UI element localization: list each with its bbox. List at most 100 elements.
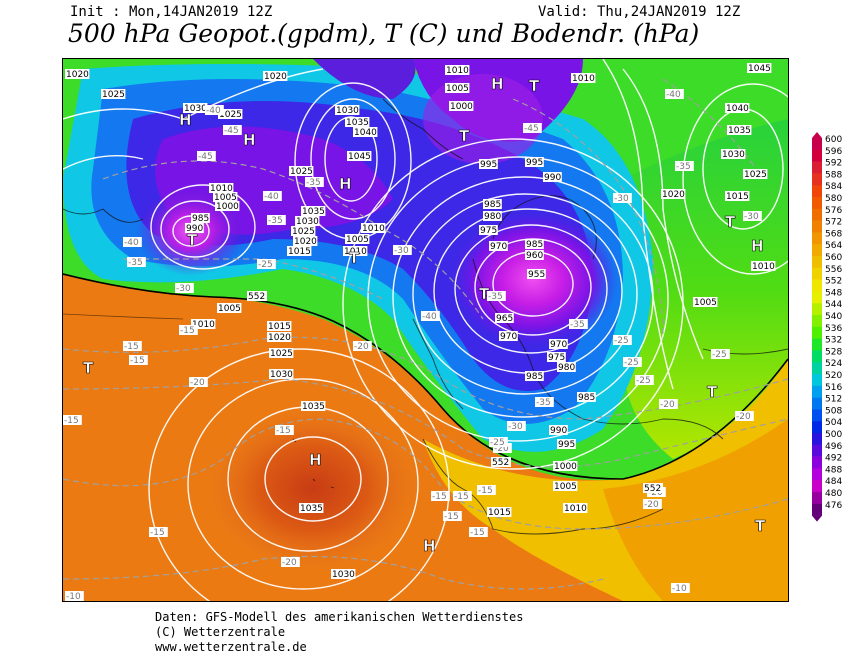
isotherm-label: -35 bbox=[535, 397, 554, 408]
isobar-label: 1040 bbox=[353, 127, 378, 138]
legend-value: 528 bbox=[825, 347, 842, 357]
svg-text:1005: 1005 bbox=[554, 482, 577, 492]
isobar-label: 1015 bbox=[725, 191, 750, 202]
legend-swatch bbox=[812, 350, 822, 363]
footer-data-source: Daten: GFS-Modell des amerikanischen Wet… bbox=[155, 610, 524, 624]
svg-text:1040: 1040 bbox=[726, 104, 749, 114]
isobar-label: 985 bbox=[577, 392, 596, 403]
legend-top-arrow bbox=[812, 132, 822, 138]
isotherm-label: -10 bbox=[671, 583, 690, 594]
svg-text:-45: -45 bbox=[198, 152, 213, 162]
isobar-label: 1025 bbox=[291, 226, 316, 237]
isotherm-label: -40 bbox=[205, 105, 224, 116]
svg-text:552: 552 bbox=[644, 484, 661, 494]
isotherm-label: -25 bbox=[489, 437, 508, 448]
isotherm-label: -15 bbox=[63, 415, 82, 426]
legend-swatch bbox=[812, 385, 822, 398]
legend-swatch bbox=[812, 256, 822, 269]
isobar-label: 985 bbox=[525, 239, 544, 250]
svg-text:-15: -15 bbox=[130, 356, 145, 366]
isobar-label: 1010 bbox=[445, 65, 470, 76]
svg-text:-15: -15 bbox=[124, 342, 139, 352]
isobar-label: 970 bbox=[489, 241, 508, 252]
svg-text:1045: 1045 bbox=[348, 152, 371, 162]
svg-text:1005: 1005 bbox=[694, 298, 717, 308]
svg-text:1025: 1025 bbox=[744, 170, 767, 180]
svg-text:1000: 1000 bbox=[450, 102, 473, 112]
svg-text:-30: -30 bbox=[508, 422, 523, 432]
color-legend: 600 596 592 588 584 580 576 572 568 564 560 556 552 5… bbox=[812, 132, 850, 528]
isobar-label: 1005 bbox=[213, 192, 238, 203]
legend-swatch bbox=[812, 503, 822, 516]
legend-swatch bbox=[812, 185, 822, 198]
svg-text:1005: 1005 bbox=[346, 235, 369, 245]
isotherm-label: -15 bbox=[149, 527, 168, 538]
legend-value: 556 bbox=[825, 265, 842, 275]
svg-text:-10: -10 bbox=[66, 592, 81, 601]
svg-text:-35: -35 bbox=[128, 258, 143, 268]
svg-text:1000: 1000 bbox=[216, 202, 239, 212]
svg-text:-40: -40 bbox=[264, 192, 279, 202]
isobar-label: 985 bbox=[483, 199, 502, 210]
svg-text:970: 970 bbox=[490, 242, 507, 252]
isotherm-label: -40 bbox=[263, 191, 282, 202]
legend-swatch bbox=[812, 326, 822, 339]
legend-swatch bbox=[812, 362, 822, 375]
svg-text:-20: -20 bbox=[736, 412, 751, 422]
isobar-label: 1010 bbox=[751, 261, 776, 272]
legend-swatch bbox=[812, 197, 822, 210]
isotherm-label: -40 bbox=[123, 237, 142, 248]
isobar-label: 1035 bbox=[301, 401, 326, 412]
isobar-label: 960 bbox=[525, 250, 544, 261]
legend-value: 516 bbox=[825, 383, 842, 393]
geopotential-label: 552 bbox=[643, 483, 663, 494]
svg-text:1025: 1025 bbox=[102, 90, 125, 100]
svg-text:1025: 1025 bbox=[219, 110, 242, 120]
legend-value: 508 bbox=[825, 406, 842, 416]
low-pressure-center: T bbox=[707, 383, 718, 401]
legend-value: 524 bbox=[825, 359, 842, 369]
legend-value: 480 bbox=[825, 489, 842, 499]
svg-text:-35: -35 bbox=[488, 292, 503, 302]
svg-text:990: 990 bbox=[550, 426, 567, 436]
isotherm-label: -35 bbox=[267, 215, 286, 226]
svg-text:1020: 1020 bbox=[264, 72, 287, 82]
isobar-label: 975 bbox=[479, 225, 498, 236]
legend-value: 600 bbox=[825, 135, 842, 145]
isotherm-label: -25 bbox=[623, 357, 642, 368]
legend-value: 592 bbox=[825, 159, 842, 169]
isobar-label: 1025 bbox=[101, 89, 126, 100]
svg-text:970: 970 bbox=[500, 332, 517, 342]
legend-value: 496 bbox=[825, 442, 842, 452]
svg-text:995: 995 bbox=[558, 440, 575, 450]
isotherm-label: -35 bbox=[569, 319, 588, 330]
isotherm-label: -20 bbox=[493, 443, 512, 454]
svg-text:1020: 1020 bbox=[294, 237, 317, 247]
isotherm-label: -35 bbox=[127, 257, 146, 268]
isotherm-label: -30 bbox=[613, 193, 632, 204]
svg-text:-35: -35 bbox=[570, 320, 585, 330]
geopotential-label-layer: 552 552 552 bbox=[247, 291, 663, 494]
svg-text:1000: 1000 bbox=[554, 462, 577, 472]
svg-text:-15: -15 bbox=[150, 528, 165, 538]
svg-text:1035: 1035 bbox=[346, 118, 369, 128]
svg-text:-10: -10 bbox=[672, 584, 687, 594]
isobar-label: 995 bbox=[557, 439, 576, 450]
svg-text:960: 960 bbox=[526, 251, 543, 261]
svg-text:-40: -40 bbox=[124, 238, 139, 248]
legend-swatch bbox=[812, 315, 822, 328]
svg-text:-40: -40 bbox=[206, 106, 221, 116]
svg-text:1015: 1015 bbox=[288, 247, 311, 257]
legend-value: 552 bbox=[825, 277, 842, 287]
high-pressure-center: H bbox=[243, 131, 256, 149]
isobar-label: 1030 bbox=[721, 149, 746, 160]
isobar-label: 1025 bbox=[269, 348, 294, 359]
svg-text:552: 552 bbox=[248, 292, 265, 302]
svg-text:1035: 1035 bbox=[302, 402, 325, 412]
isotherm-label: -25 bbox=[635, 375, 654, 386]
isobar-label: 1000 bbox=[553, 461, 578, 472]
high-pressure-center: H bbox=[751, 237, 764, 255]
svg-text:1010: 1010 bbox=[446, 66, 469, 76]
svg-text:-15: -15 bbox=[454, 492, 469, 502]
